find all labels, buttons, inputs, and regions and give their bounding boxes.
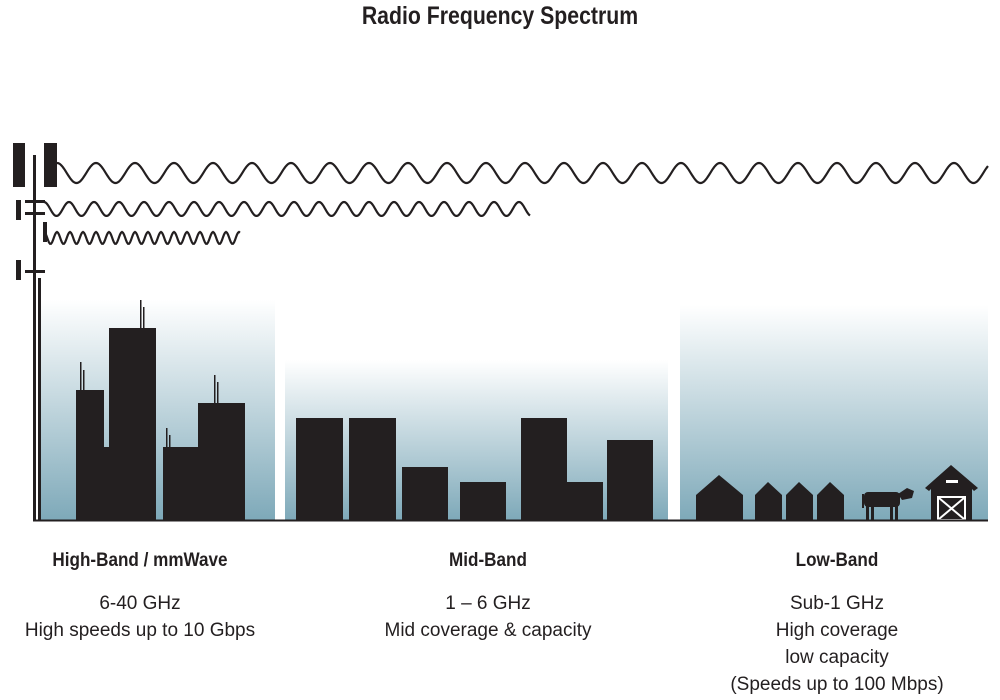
diagram-title: Radio Frequency Spectrum <box>361 2 639 30</box>
silo-icon <box>817 482 844 520</box>
low-band-wave <box>56 161 989 185</box>
band-frequency: Sub-1 GHz <box>790 593 884 614</box>
mid-band-buildings <box>296 418 653 520</box>
high-band-label: High-Band / mmWave 6-40 GHz High speeds … <box>0 547 290 644</box>
band-name: High-Band / mmWave <box>52 550 228 571</box>
cell-tower <box>13 143 57 520</box>
band-description: High speeds up to 10 Gbps <box>24 620 256 641</box>
band-name: Low-Band <box>795 550 879 571</box>
cow-icon <box>862 488 914 520</box>
low-band-label: Low-Band Sub-1 GHz High coverage low cap… <box>687 547 987 698</box>
silo-icon <box>755 482 782 520</box>
high-band-wave <box>43 230 241 245</box>
band-frequency: 6-40 GHz <box>99 593 181 614</box>
band-description: (Speeds up to 100 Mbps) <box>730 674 944 695</box>
barn-icon <box>925 465 978 521</box>
silo-icon <box>786 482 813 520</box>
low-band-rural <box>696 465 978 521</box>
mid-band-label: Mid-Band 1 – 6 GHz Mid coverage & capaci… <box>338 547 638 644</box>
band-description: low capacity <box>785 647 889 668</box>
band-name: Mid-Band <box>449 550 527 571</box>
band-description: Mid coverage & capacity <box>384 620 592 641</box>
house-icon <box>696 475 743 520</box>
high-band-buildings <box>76 300 245 520</box>
band-frequency: 1 – 6 GHz <box>445 593 531 614</box>
mid-band-wave <box>43 200 531 217</box>
band-description: High coverage <box>775 620 899 641</box>
